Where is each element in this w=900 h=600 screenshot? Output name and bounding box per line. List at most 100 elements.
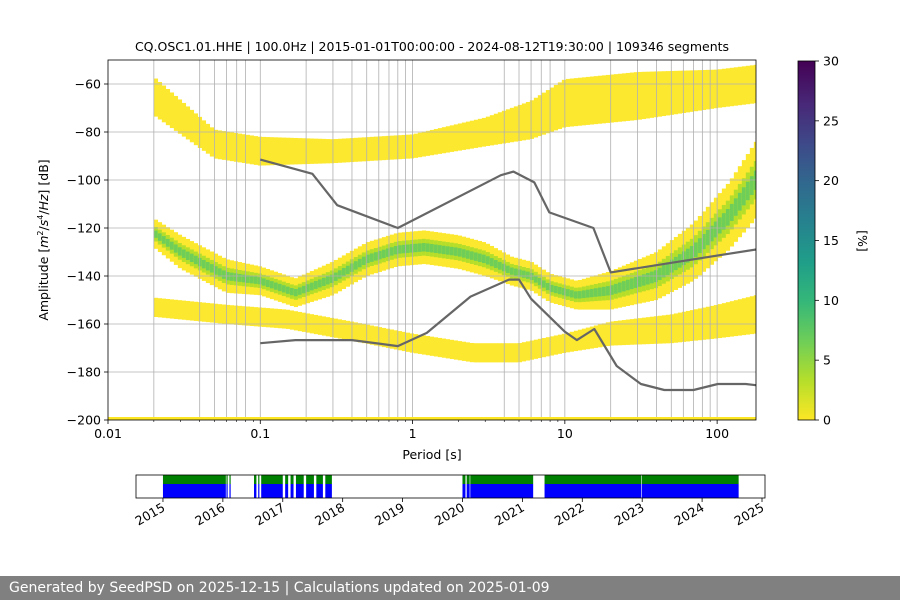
density-cell (409, 244, 415, 253)
x-tick-label: 100 (705, 426, 729, 441)
density-cell (333, 272, 339, 281)
density-cell (261, 136, 267, 166)
density-cell (745, 181, 751, 201)
density-cell (573, 291, 579, 299)
coverage-segment (466, 475, 470, 498)
coverage-bottom-bar (544, 484, 641, 498)
density-cell (221, 304, 227, 324)
coverage-top-bar (544, 475, 641, 484)
density-cell (265, 279, 271, 287)
density-cell (521, 342, 527, 362)
colorbar-tick-label: 5 (823, 353, 831, 368)
density-cell (181, 249, 187, 258)
coverage-top-bar (295, 475, 304, 484)
density-cell (193, 301, 199, 321)
density-cell (577, 329, 583, 351)
timeline-tick: 2020 (432, 498, 467, 529)
density-cell (277, 309, 283, 329)
density-cell (373, 136, 379, 161)
density-cell (389, 329, 395, 349)
density-cell (649, 271, 655, 284)
density-cell (557, 287, 563, 295)
density-cell (613, 74, 619, 123)
density-cell (317, 138, 323, 164)
density-cell (161, 236, 167, 244)
density-cell (481, 254, 487, 264)
density-cell (429, 129, 435, 156)
density-cell (445, 339, 451, 359)
density-cell (461, 341, 467, 361)
density-cell (565, 78, 571, 127)
timeline-tick: 2015 (132, 498, 167, 529)
density-cell (413, 243, 419, 253)
density-cell (725, 302, 731, 338)
density-cell (173, 95, 179, 131)
density-band-3 (153, 295, 756, 363)
density-cell (665, 262, 671, 276)
density-cell (521, 270, 527, 278)
density-cell (729, 301, 735, 337)
density-cell (345, 138, 351, 163)
density-cell (505, 109, 511, 143)
density-cell (421, 131, 427, 157)
density-cell (177, 247, 183, 256)
density-cell (573, 330, 579, 352)
density-cell (741, 187, 747, 206)
timeline-tick-label: 2021 (492, 500, 527, 529)
coverage-segment (229, 475, 231, 498)
density-cell (485, 343, 491, 363)
timeline-frame (135, 474, 766, 499)
density-cell (425, 130, 431, 156)
density-cell (669, 70, 675, 115)
density-cell (205, 123, 211, 154)
density-cell (261, 307, 267, 327)
density-cell (529, 100, 535, 139)
y-tick: −200 (67, 413, 108, 428)
density-cell (749, 65, 755, 104)
density-cell (189, 301, 195, 321)
density-cell (545, 282, 551, 291)
density-cell (489, 115, 495, 146)
density-cell (745, 65, 751, 105)
density-cell (449, 246, 455, 256)
colorbar-tick-label: 10 (823, 293, 839, 308)
density-cell (241, 134, 247, 164)
density-cell (457, 341, 463, 361)
density-cell (709, 69, 715, 109)
density-cell (317, 315, 323, 335)
density-cell (245, 134, 251, 164)
density-cell (561, 333, 567, 354)
density-cell (285, 309, 291, 329)
density-cell (397, 245, 403, 254)
density-cell (229, 132, 235, 162)
density-cell (565, 332, 571, 353)
density-cell (749, 176, 755, 195)
density-cell (541, 280, 547, 288)
density-cell (345, 320, 351, 341)
density-cell (753, 295, 756, 334)
density-cell (525, 271, 531, 279)
density-cell (401, 134, 407, 159)
density-cell (221, 131, 227, 160)
x-tick: 100 (705, 420, 729, 441)
density-cell (261, 278, 267, 286)
coverage-segment (470, 475, 534, 498)
density-cell (413, 334, 419, 354)
density-cell (537, 338, 543, 359)
density-cell (217, 304, 223, 324)
density-cell (469, 251, 475, 260)
density-cell (377, 327, 383, 347)
density-cell (221, 270, 227, 279)
density-cell (713, 305, 719, 339)
timeline-tick: 2019 (372, 498, 407, 529)
density-cell (177, 99, 183, 134)
density-cell (341, 138, 347, 163)
footer-text: Generated by SeedPSD on 2025-12-15 | Cal… (9, 580, 550, 596)
density-cell (637, 275, 643, 287)
x-tick-label: 1 (409, 426, 417, 441)
density-cell (237, 305, 243, 326)
density-cell (473, 119, 479, 148)
coverage-bottom-bar (325, 484, 332, 498)
density-cell (417, 132, 423, 158)
coverage-segment (544, 475, 641, 498)
